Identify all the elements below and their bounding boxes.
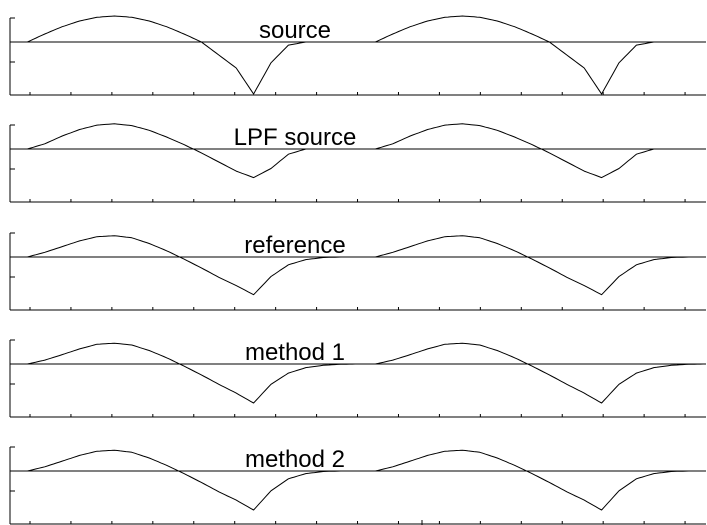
panel-1-series-1-line bbox=[10, 15, 706, 95]
panel-4-title: method 1 bbox=[245, 339, 345, 366]
panel-3-title: reference bbox=[244, 232, 345, 259]
panel-4-series-1-line bbox=[10, 342, 706, 404]
panel-2-series-1-line bbox=[10, 123, 706, 179]
panel-5-series-1-line bbox=[10, 449, 706, 511]
panel-3-series-1-line bbox=[10, 235, 706, 296]
panel-5-title: method 2 bbox=[245, 446, 345, 473]
panel-2-title: LPF source bbox=[234, 124, 357, 151]
panel-1-title: source bbox=[259, 17, 331, 44]
